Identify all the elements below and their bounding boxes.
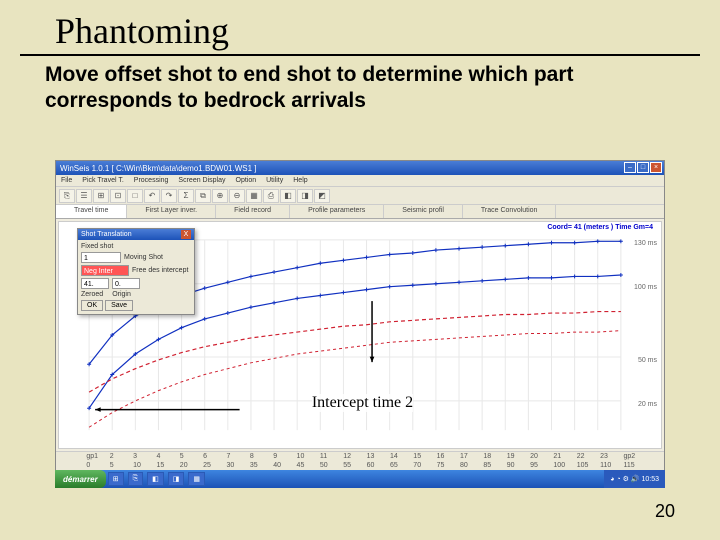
dialog-close-button[interactable]: X [181, 230, 191, 239]
dialog-title-text: Shot Translation [81, 231, 132, 238]
toolbar-button[interactable]: ⊖ [229, 189, 245, 203]
system-tray[interactable]: ◕ ◔ ⚙ 🔊 10:53 [604, 470, 665, 488]
x-dist-label: 15 [156, 462, 164, 469]
tab[interactable]: Field record [216, 205, 290, 218]
menubar: File Pick Travel T. Processing Screen Displ… [56, 175, 664, 187]
taskbar-item[interactable]: ◨ [168, 472, 185, 486]
x-dist-label: 80 [460, 462, 468, 469]
toolbar: ⎘☰⊞⊡□↶↷Σ⧉⊕⊖▦⎙◧◨◩ [56, 187, 664, 205]
taskbar-item[interactable]: ⎘ [128, 472, 144, 486]
fixed-shot-field[interactable]: 1 [81, 252, 121, 263]
fixed-shot-label: Fixed shot [81, 243, 113, 250]
x-axis-area: gp1234567891011121314151617181920212223g… [56, 451, 664, 471]
toolbar-button[interactable]: ⎘ [59, 189, 75, 203]
neg-inter-field[interactable]: Neg Inter [81, 265, 129, 276]
y-tick-label: 20 ms [638, 401, 657, 408]
menu-item[interactable]: Processing [134, 177, 169, 184]
x-dist-label: 5 [110, 462, 114, 469]
y-tick-label: 100 ms [634, 284, 657, 291]
x-dist-label: 90 [507, 462, 515, 469]
slide-title: Phantoming [20, 0, 700, 56]
toolbar-button[interactable]: ◩ [314, 189, 330, 203]
x-dist-label: 0 [86, 462, 90, 469]
x-dist-label: 100 [553, 462, 565, 469]
x-dist-label: 30 [227, 462, 235, 469]
x-dist-label: 35 [250, 462, 258, 469]
x-dist-label: 95 [530, 462, 538, 469]
toolbar-button[interactable]: ⊞ [93, 189, 109, 203]
dialog-save-button[interactable]: Save [105, 300, 133, 311]
toolbar-button[interactable]: ⊕ [212, 189, 228, 203]
menu-item[interactable]: Option [236, 177, 257, 184]
tab[interactable]: Trace Convolution [463, 205, 557, 218]
x-dist-label: 40 [273, 462, 281, 469]
menu-item[interactable]: Pick Travel T. [82, 177, 124, 184]
x-dist-label: 115 [623, 462, 634, 469]
app-window: WinSeis 1.0.1 [ C:\Win\Bkm\data\demo1.BD… [55, 160, 665, 470]
zeroed-label: Zeroed [81, 291, 103, 298]
toolbar-button[interactable]: □ [127, 189, 143, 203]
minimize-button[interactable]: – [624, 162, 636, 173]
dialog-ok-button[interactable]: OK [81, 300, 103, 311]
toolbar-button[interactable]: ◨ [297, 189, 313, 203]
maximize-button[interactable]: □ [637, 162, 649, 173]
toolbar-button[interactable]: ☰ [76, 189, 92, 203]
tab[interactable]: Travel time [56, 205, 127, 218]
toolbar-button[interactable]: ⊡ [110, 189, 126, 203]
dialog-titlebar: Shot Translation X [78, 229, 194, 240]
chart-area: Coord= 41 (meters ) Time Gm=4 Shot Trans… [58, 221, 662, 449]
toolbar-button[interactable]: ↶ [144, 189, 160, 203]
menu-item[interactable]: File [61, 177, 72, 184]
tabstrip: Travel timeFirst Layer inver.Field recor… [56, 205, 664, 219]
x-dist-label: 55 [343, 462, 351, 469]
x-dist-label: 110 [600, 462, 611, 469]
x-dist-label: 85 [483, 462, 491, 469]
x-dist-label: 105 [577, 462, 589, 469]
x-dist-label: 65 [390, 462, 398, 469]
x-dist-label: 75 [437, 462, 445, 469]
taskbar: démarrer ⊞ ⎘◧ ◨▦ ◕ ◔ ⚙ 🔊 10:53 [55, 470, 665, 488]
x-dist-label: 50 [320, 462, 328, 469]
page-number: 20 [655, 501, 675, 522]
origin-label: Origin [112, 291, 131, 298]
y-tick-label: 130 ms [634, 240, 657, 247]
x-dist-label: 45 [297, 462, 305, 469]
toolbar-button[interactable]: Σ [178, 189, 194, 203]
x-dist-label: 60 [367, 462, 375, 469]
tab[interactable]: Seismic profil [384, 205, 463, 218]
taskbar-item[interactable]: ▦ [188, 472, 205, 486]
neg-label: Free des intercept [132, 267, 188, 274]
tab[interactable]: First Layer inver. [127, 205, 216, 218]
x-dist-label: 10 [133, 462, 141, 469]
shot-translation-dialog: Shot Translation X Fixed shot 1 Moving S… [77, 228, 195, 315]
y-tick-label: 50 ms [638, 357, 657, 364]
intercept-annotation: Intercept time 2 [312, 394, 413, 412]
start-button[interactable]: démarrer [55, 470, 106, 488]
tab[interactable]: Profile parameters [290, 205, 384, 218]
toolbar-button[interactable]: ▦ [246, 189, 262, 203]
field-2[interactable]: 0. [112, 278, 140, 289]
x-dist-label: 20 [180, 462, 188, 469]
menu-item[interactable]: Utility [266, 177, 283, 184]
close-button[interactable]: × [650, 162, 662, 173]
field-1[interactable]: 41. [81, 278, 109, 289]
x-dist-label: 70 [413, 462, 421, 469]
window-title: WinSeis 1.0.1 [ C:\Win\Bkm\data\demo1.BD… [60, 164, 257, 173]
toolbar-button[interactable]: ⧉ [195, 189, 211, 203]
menu-item[interactable]: Help [293, 177, 307, 184]
taskbar-item[interactable]: ◧ [147, 472, 164, 486]
menu-item[interactable]: Screen Display [178, 177, 225, 184]
toolbar-button[interactable]: ◧ [280, 189, 296, 203]
taskbar-item[interactable]: ⊞ [108, 472, 124, 486]
slide-subtitle: Move offset shot to end shot to determin… [0, 56, 720, 121]
window-titlebar: WinSeis 1.0.1 [ C:\Win\Bkm\data\demo1.BD… [56, 161, 664, 175]
toolbar-button[interactable]: ⎙ [263, 189, 279, 203]
toolbar-button[interactable]: ↷ [161, 189, 177, 203]
x-dist-label: 25 [203, 462, 211, 469]
moving-shot-label: Moving Shot [124, 254, 163, 261]
